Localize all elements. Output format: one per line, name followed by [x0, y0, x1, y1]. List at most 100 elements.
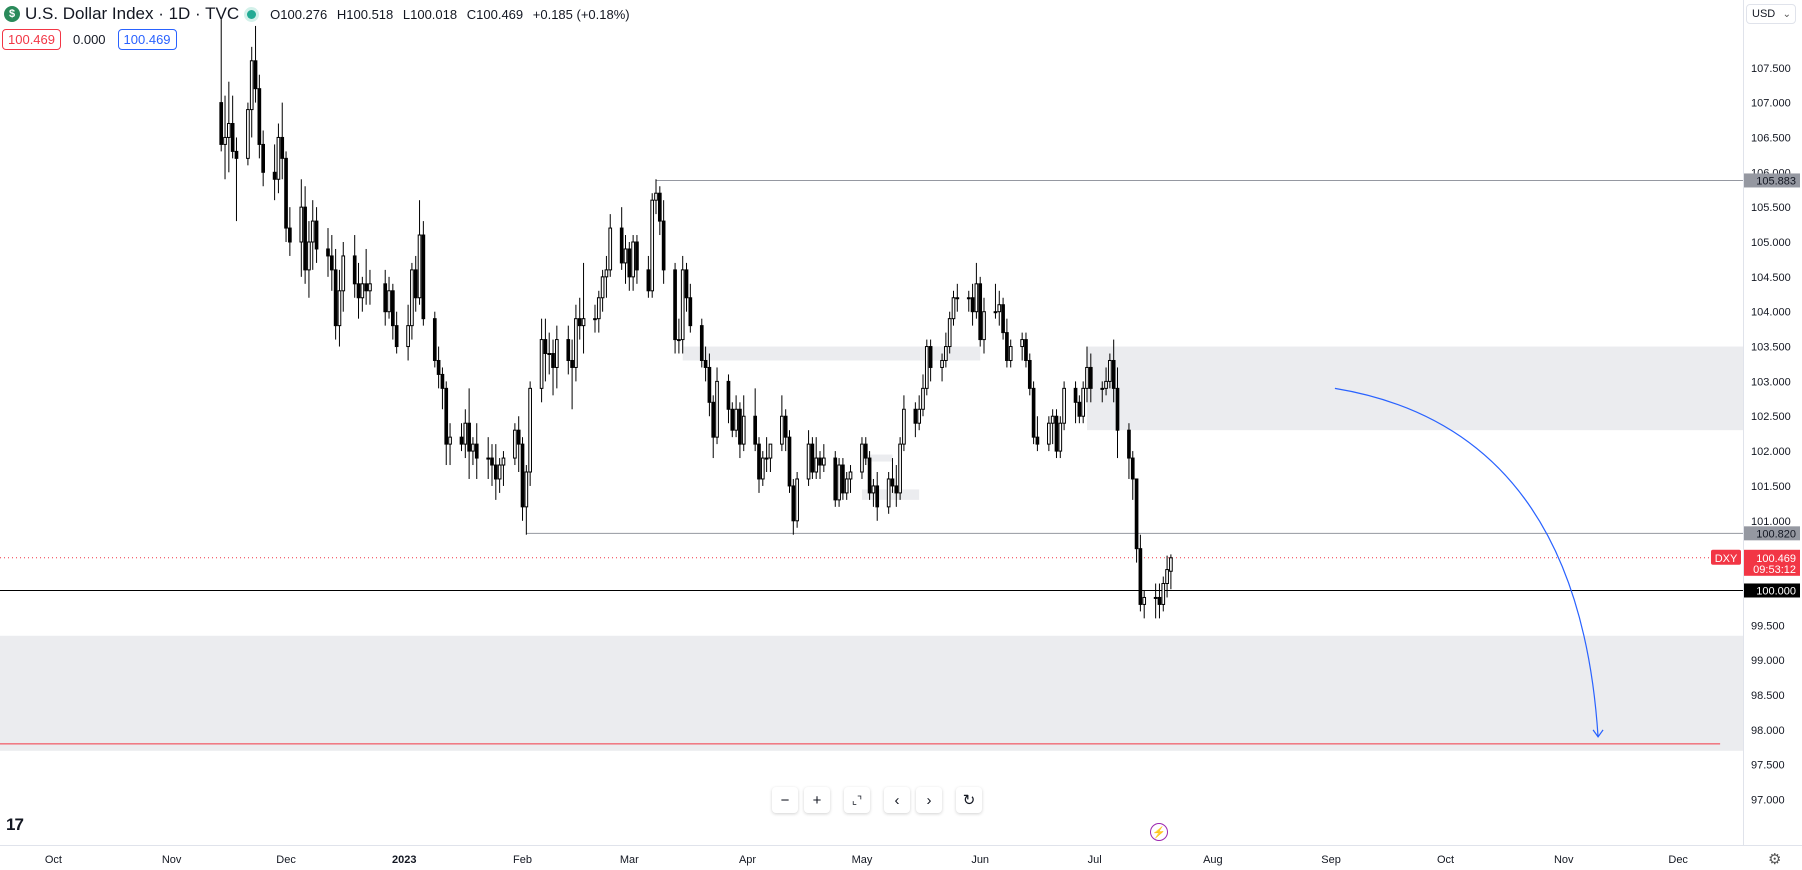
reset-scale-button[interactable]: ⌞⌝: [844, 787, 870, 813]
candle-down: [570, 359, 574, 368]
y-tick-label: 107.000: [1751, 98, 1791, 110]
candle-down: [730, 408, 735, 431]
y-tick-label: 107.500: [1751, 63, 1791, 75]
y-tick-label: 98.000: [1751, 725, 1785, 737]
y-tick-label: 105.000: [1751, 237, 1791, 249]
candle-up: [600, 276, 605, 299]
candle-up: [814, 457, 819, 473]
price-axis-border: [1743, 0, 1744, 845]
lightning-icon[interactable]: ⚡: [1150, 823, 1168, 841]
candle-down: [303, 206, 307, 271]
close-value: C100.469: [466, 6, 524, 22]
gear-icon[interactable]: ⚙: [1768, 851, 1782, 868]
chart-header: $ U.S. Dollar Index · 1D · TVC O100.276 …: [4, 4, 636, 24]
candle-up: [593, 318, 597, 321]
candle-up: [1142, 596, 1147, 605]
market-status-icon[interactable]: [247, 9, 257, 19]
candle-up: [1165, 569, 1169, 585]
candle-down: [280, 136, 285, 159]
candle-up: [993, 311, 998, 314]
x-tick-label: Oct: [1437, 854, 1454, 866]
candle-up: [982, 311, 986, 341]
countdown-label: 09:53:12: [1753, 564, 1796, 576]
currency-selector[interactable]: USD ⌄: [1746, 4, 1796, 24]
candle-down: [467, 422, 471, 452]
candle-down: [219, 102, 224, 145]
candle-down: [1001, 304, 1005, 334]
zoom-out-button[interactable]: −: [772, 787, 798, 813]
candle-up: [974, 283, 979, 313]
candle-down: [913, 408, 918, 424]
x-tick-label: Oct: [45, 854, 62, 866]
y-tick-label: 101.500: [1751, 481, 1791, 493]
buy-button[interactable]: 100.469: [117, 29, 177, 50]
candle-down: [394, 325, 399, 348]
y-tick-label: 104.000: [1751, 307, 1791, 319]
supply-demand-zone: [682, 346, 981, 361]
candle-up: [223, 136, 227, 145]
reset-chart-button[interactable]: ↻: [956, 787, 982, 813]
candle-up: [1153, 596, 1158, 599]
candle-up: [337, 290, 342, 327]
candle-down: [1157, 596, 1162, 605]
y-tick-label: 98.500: [1751, 690, 1785, 702]
candle-down: [326, 248, 330, 257]
candle-down: [894, 485, 899, 494]
candle-down: [753, 415, 758, 445]
candle-up: [631, 241, 635, 278]
candle-up: [497, 464, 502, 480]
candle-up: [902, 408, 906, 445]
zoom-in-button[interactable]: +: [804, 787, 830, 813]
candle-down: [1031, 387, 1036, 438]
sell-button[interactable]: 100.469: [2, 29, 61, 50]
candle-down: [440, 373, 445, 389]
candle-down: [329, 255, 334, 271]
candle-down: [810, 443, 815, 473]
candle-up: [680, 269, 685, 341]
candle-down: [421, 234, 426, 320]
candle-up: [486, 457, 491, 460]
high-line-axis-label: 105.883: [1756, 175, 1796, 187]
candle-up: [654, 192, 658, 201]
candle-down: [272, 171, 277, 180]
symbol-title[interactable]: U.S. Dollar Index · 1D · TVC: [25, 4, 240, 23]
y-tick-label: 99.000: [1751, 655, 1785, 667]
candle-down: [646, 269, 651, 292]
y-tick-label: 97.500: [1751, 760, 1785, 772]
candle-up: [947, 318, 952, 348]
candle-up: [806, 443, 811, 480]
candle-up: [528, 387, 532, 473]
candle-down: [863, 443, 868, 459]
candle-down: [1088, 366, 1093, 389]
candle-down: [257, 88, 262, 145]
candle-down: [928, 346, 933, 368]
symbol-icon[interactable]: $: [4, 6, 20, 22]
scroll-right-button[interactable]: ›: [916, 787, 942, 813]
candle-up: [1108, 359, 1112, 382]
ohlc-values: O100.276 H100.518 L100.018 C100.469 +0.1…: [270, 7, 635, 22]
candle-up: [780, 415, 784, 445]
candle-up: [596, 297, 601, 320]
candle-down: [970, 297, 975, 313]
y-tick-label: 99.500: [1751, 620, 1785, 632]
candle-down: [288, 227, 292, 243]
scroll-left-button[interactable]: ‹: [884, 787, 910, 813]
candle-down: [333, 269, 338, 327]
candle-up: [734, 408, 738, 431]
candle-down: [738, 408, 742, 445]
candle-up: [944, 346, 948, 361]
x-tick-label: Apr: [739, 854, 756, 866]
candle-up: [1081, 387, 1086, 417]
candle-down: [383, 283, 388, 313]
candle-down: [707, 366, 712, 403]
candle-up: [307, 241, 311, 271]
tradingview-logo[interactable]: 17: [6, 815, 24, 834]
trade-panel: 100.469 0.000 100.469: [2, 29, 177, 50]
candle-up: [715, 380, 719, 438]
candle-up: [795, 478, 799, 522]
candle-down: [1115, 387, 1120, 431]
x-tick-label: Dec: [1668, 854, 1688, 866]
candle-up: [463, 422, 468, 445]
x-tick-label: Nov: [162, 854, 182, 866]
